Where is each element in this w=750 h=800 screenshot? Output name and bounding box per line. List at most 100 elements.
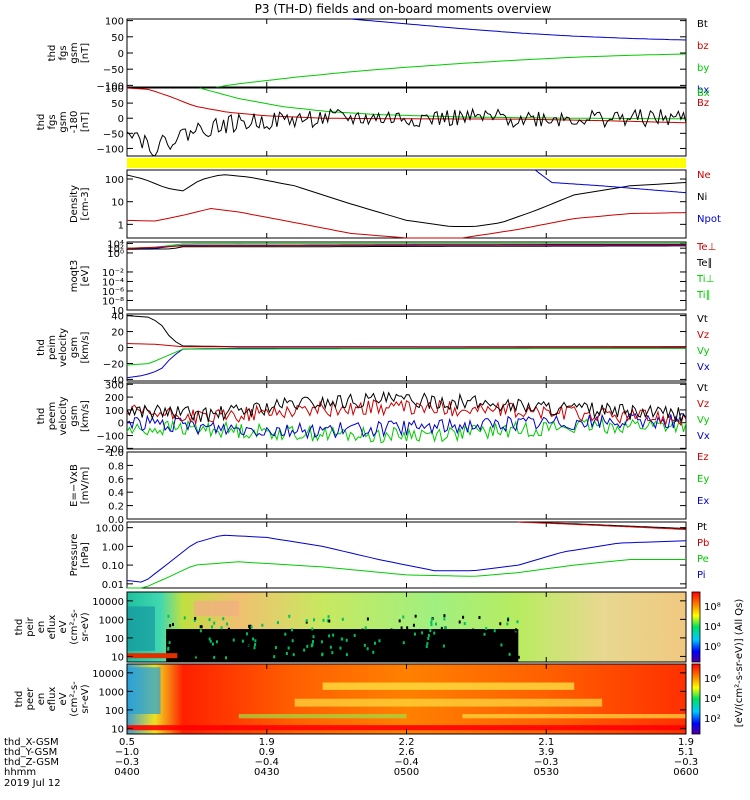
y-axis-label: thd	[14, 691, 25, 708]
spectrogram-cell	[167, 630, 170, 634]
y-tick-label: 10	[111, 724, 124, 735]
spectrogram-cell	[502, 642, 505, 646]
x-tick-label-z: −0.3	[115, 757, 139, 768]
spectrogram-cell	[517, 655, 520, 659]
x-tick-label-time: 0430	[254, 767, 279, 778]
spectrogram-cell	[398, 619, 401, 623]
y-axis-label: [cm-3]	[80, 187, 91, 220]
legend-entry: Vx	[697, 431, 710, 442]
x-tick-label-time: 0400	[114, 767, 139, 778]
series-Tepar	[127, 245, 686, 250]
spectrogram-cell	[213, 655, 216, 659]
spectrogram-cell	[218, 641, 221, 645]
spectrogram-cell	[345, 638, 348, 642]
spectrogram-cell	[506, 622, 509, 626]
spectrogram-cell	[324, 637, 327, 641]
spectrogram-cell	[381, 640, 384, 644]
spectrogram-cell	[200, 625, 203, 629]
legend-entry: bz	[697, 41, 709, 52]
spectrogram-cell	[412, 623, 415, 627]
y-axis-label: eV	[58, 620, 69, 633]
x-tick-label-x: 0.5	[119, 737, 135, 748]
y-axis-label: sr-eV)	[80, 684, 91, 713]
spectrogram-region	[322, 682, 575, 690]
y-axis-label: velocity	[58, 328, 69, 367]
spectrogram-cell	[222, 617, 225, 621]
spectrogram-cell	[326, 619, 329, 623]
y-tick-label: 10⁰	[107, 249, 124, 260]
legend-entry: Vy	[697, 346, 710, 357]
spectrogram-cell	[288, 614, 291, 618]
y-tick-label: 10.00	[95, 524, 124, 535]
series-Vz	[126, 343, 686, 348]
spectrogram-cell	[327, 615, 330, 619]
spectrogram-cell	[406, 626, 409, 630]
y-axis-label: thd	[47, 45, 58, 62]
spectrogram-cell	[250, 625, 253, 629]
y-tick-label: 100	[105, 175, 124, 186]
y-axis-label: peir	[25, 616, 36, 636]
series-by	[216, 53, 687, 88]
colorbar-label: [eV/(cm²-s-sr-eV)] (All Qs)	[734, 599, 745, 728]
legend-entry: Ti∥	[696, 290, 711, 301]
spectrogram-cell	[209, 651, 212, 655]
spectrogram-cell	[462, 615, 465, 619]
spectrogram-cell	[226, 622, 229, 626]
y-axis-label: en	[36, 621, 47, 634]
spectrogram-cell	[407, 631, 410, 635]
spectrogram-cell	[351, 643, 354, 647]
spectrogram-cell	[345, 653, 348, 657]
y-tick-label: 0.10	[102, 561, 124, 572]
spectrogram-cell	[248, 627, 251, 631]
legend-entry: Bt	[697, 19, 708, 30]
spectrogram-cell	[512, 645, 515, 649]
x-tick-label-z: −0.4	[255, 757, 279, 768]
spectrogram-cell	[485, 630, 488, 634]
spectrogram-cell	[186, 645, 189, 649]
spectrogram-cell	[199, 631, 202, 635]
y-tick-label: 10⁻²	[102, 268, 124, 279]
spectrogram-cell	[425, 645, 428, 649]
spectrogram-region	[194, 600, 239, 617]
spectrogram-cell	[338, 632, 341, 636]
x-tick-label-y: 3.9	[538, 747, 554, 758]
colorbar-tick-label: 10⁴	[704, 694, 721, 705]
spectrogram-cell	[485, 633, 488, 637]
spectrogram-cell	[442, 644, 445, 648]
y-tick-label: 0.01	[102, 580, 124, 591]
spectrogram-region	[462, 714, 686, 719]
spectrogram-cell	[282, 655, 285, 659]
y-tick-label: 1.00	[102, 542, 124, 553]
y-tick-label: 20	[111, 328, 124, 339]
y-tick-label: 10	[111, 198, 124, 209]
y-tick-label: 10⁻⁸	[102, 296, 124, 307]
spectrogram-cell	[172, 622, 175, 626]
y-tick-label: 50	[111, 99, 124, 110]
spectrogram-cell	[211, 642, 214, 646]
y-axis-label: [nPa]	[80, 542, 91, 568]
spectrogram-cell	[429, 629, 432, 633]
colorbar: [eV/(cm²-s-sr-eV)] (All Qs)	[691, 591, 745, 735]
spectrogram-cell	[253, 646, 256, 650]
panel-frame	[126, 169, 687, 239]
panel-frame	[126, 451, 687, 520]
spectrogram-cell	[210, 625, 213, 629]
spectrogram-cell	[312, 635, 315, 639]
y-axis-label: [km/s]	[80, 331, 91, 363]
y-axis-label: en	[36, 693, 47, 706]
spectrogram-cell	[385, 652, 388, 656]
spectrogram-cell	[197, 643, 200, 647]
spectrogram-cell	[341, 637, 344, 641]
spectrogram-cell	[167, 614, 170, 618]
y-axis-label: peem	[47, 402, 58, 430]
panel-1: 100 50 0 −50 −100 thd fgs gsm [nT] Bt bz by bx	[47, 17, 709, 96]
spectrogram-cell	[513, 637, 516, 641]
legend-entry: Ti⊥	[696, 274, 714, 285]
spectrogram-cell	[209, 639, 212, 643]
spectrogram-cell	[341, 617, 344, 621]
spectrogram-cell	[169, 624, 172, 628]
spectrogram-cell	[251, 649, 254, 653]
spectrogram-cell	[176, 633, 179, 637]
y-tick-label: 50	[111, 33, 124, 44]
